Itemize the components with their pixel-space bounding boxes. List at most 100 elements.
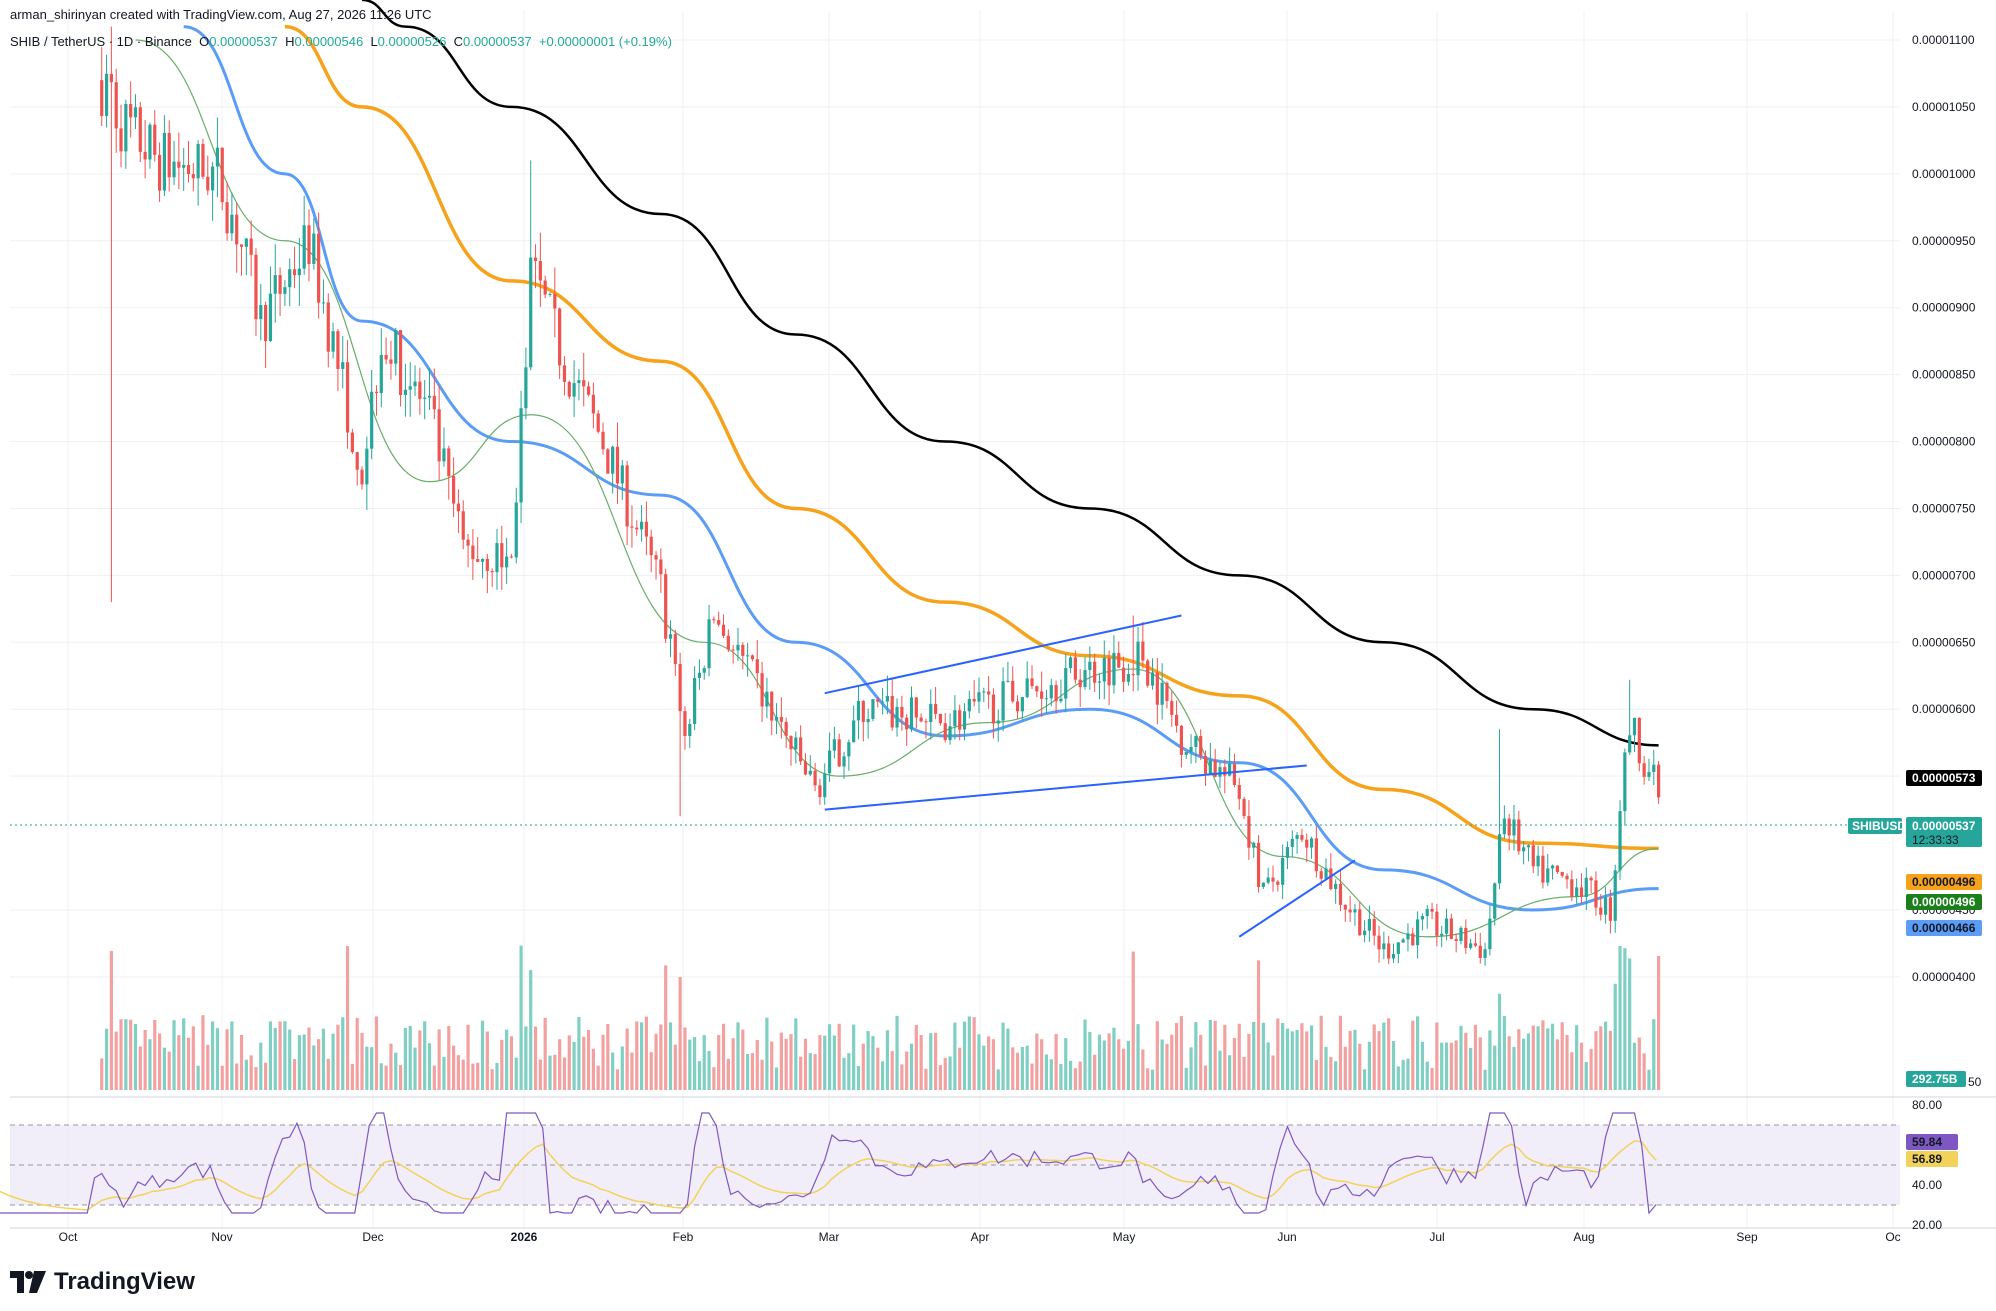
volume-bar [1064, 1038, 1068, 1090]
price-tick-label: 0.00000850 [1912, 368, 1976, 382]
candle-body [1035, 686, 1039, 692]
price-tick-label: 0.00000600 [1912, 702, 1976, 716]
tradingview-logo[interactable]: TradingView [10, 1268, 195, 1296]
volume-bar [1526, 1033, 1531, 1090]
candle-body [635, 527, 639, 530]
candle-body [196, 144, 200, 179]
volume-bar [533, 1026, 538, 1090]
candle-body [1102, 657, 1106, 682]
candle-body [1107, 657, 1111, 686]
volume-bar [1237, 1023, 1241, 1090]
candle-body [1618, 811, 1622, 871]
volume-bar [1560, 1022, 1564, 1090]
volume-bar [1469, 1047, 1473, 1090]
candle-body [586, 386, 591, 395]
volume-bar [1015, 1052, 1020, 1090]
candle-countdown: 12:33:33 [1912, 833, 1959, 847]
volume-bar [948, 1056, 952, 1090]
candle-body [1531, 845, 1535, 867]
volume-bar [1136, 1024, 1140, 1090]
volume-bar [1073, 1068, 1077, 1090]
volume-bar [1078, 1061, 1082, 1090]
volume-bar [924, 1068, 928, 1090]
candle-body [606, 449, 610, 474]
candle-body [302, 225, 306, 269]
volume-bar [760, 1059, 764, 1090]
candle-body [259, 305, 263, 320]
volume-bar [1112, 1027, 1116, 1090]
volume-bar [273, 1027, 277, 1090]
volume-bar [413, 1047, 417, 1090]
candle-body [664, 574, 668, 639]
volume-bar [1406, 1058, 1410, 1090]
candle-body [1160, 682, 1164, 705]
candle-body [1097, 681, 1102, 683]
volume-bar [611, 1052, 615, 1090]
candle-body [789, 735, 793, 750]
volume-bar [336, 1024, 340, 1090]
volume-bar [1334, 1061, 1338, 1090]
price-tick-label: 0.00000400 [1912, 970, 1976, 984]
current-price-value: 0.00000537 [1912, 819, 1976, 833]
volume-bar [1430, 1067, 1434, 1090]
volume-bar [962, 1021, 967, 1090]
candle-body [1266, 877, 1270, 883]
volume-bar [635, 1021, 639, 1090]
volume-bar [254, 1067, 258, 1090]
candle-body [529, 257, 533, 368]
volume-bar [712, 1067, 716, 1090]
volume-bar [953, 1022, 957, 1090]
candle-body [871, 699, 875, 719]
price-tick-label: 0.00000800 [1912, 435, 1976, 449]
volume-bar [972, 1017, 976, 1090]
symbol-legend[interactable]: SHIB / TetherUS · 1D · Binance O0.000005… [10, 34, 672, 49]
candle-body [736, 644, 740, 651]
candle-body [1579, 887, 1584, 897]
candle-body [1093, 661, 1097, 683]
candle-body [813, 770, 817, 786]
candle-body [104, 73, 109, 116]
candle-body [784, 721, 788, 736]
volume-bar [644, 1016, 648, 1090]
candle-body [1416, 919, 1420, 946]
volume-bar [717, 1035, 721, 1090]
volume-bar [1411, 1020, 1415, 1090]
volume-bar [1199, 1034, 1203, 1090]
candle-body [1136, 641, 1140, 676]
volume-bar [1300, 1023, 1304, 1090]
candle-body [524, 367, 528, 409]
volume-bar [900, 1064, 904, 1090]
volume-bar [654, 1033, 658, 1090]
volume-bar [596, 1065, 600, 1090]
candle-body [1613, 870, 1617, 921]
candle-body [572, 383, 576, 397]
candle-body [948, 726, 952, 741]
volume-bar [384, 1065, 388, 1090]
trendlines[interactable] [824, 614, 1356, 938]
time-tick-label: Aug [1573, 1230, 1594, 1244]
candle-body [1358, 909, 1362, 936]
volume-bar [895, 1015, 899, 1090]
rsi-ma-line [0, 1140, 1657, 1211]
candle-body [1560, 871, 1564, 876]
candle-body [307, 225, 311, 264]
candle-body [461, 511, 465, 540]
candle-body [1334, 883, 1338, 890]
candle-body [895, 706, 899, 728]
volume-bar [1001, 1022, 1005, 1090]
candle-body [1054, 685, 1058, 702]
volume-bar [577, 1016, 581, 1090]
candle-body [712, 619, 716, 621]
volume-bar [1454, 1040, 1458, 1090]
candlesticks[interactable] [100, 26, 1661, 966]
candle-body [331, 331, 335, 352]
volume-bar [1497, 993, 1502, 1090]
candle-body [408, 386, 412, 390]
volume-bar [1006, 1028, 1010, 1090]
candle-body [413, 381, 417, 387]
candle-body [746, 655, 750, 657]
volume-bar [1068, 1060, 1073, 1090]
volume-bar [1367, 1041, 1371, 1090]
time-axis[interactable]: Oct Nov Dec 2026 Feb Mar Apr May Jun Jul Aug Sep Oc [59, 1230, 1901, 1244]
